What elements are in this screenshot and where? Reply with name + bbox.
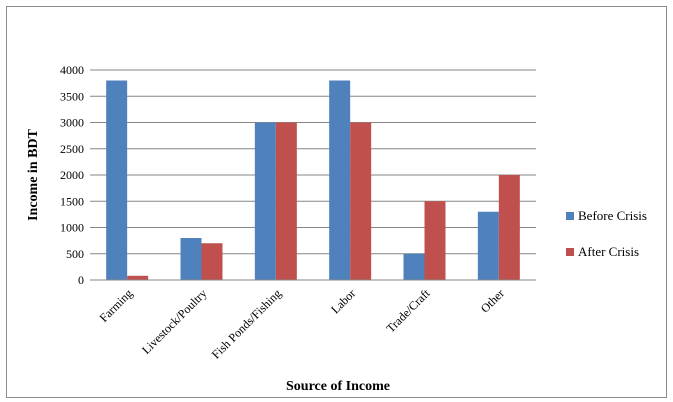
bar-before-crisis-fish-ponds-fishing	[254, 122, 276, 280]
legend: Before Crisis After Crisis	[566, 208, 647, 259]
y-tick-label: 2500	[60, 142, 84, 156]
y-tick-label: 500	[66, 247, 84, 261]
x-axis-title: Source of Income	[286, 379, 390, 394]
bar-after-crisis-other	[498, 175, 520, 280]
bars	[106, 80, 520, 280]
bar-after-crisis-labor	[350, 122, 372, 280]
bar-after-crisis-farming	[127, 275, 149, 280]
x-tick-label: Labor	[328, 286, 358, 316]
bar-before-crisis-labor	[329, 80, 351, 280]
gridlines	[90, 69, 536, 255]
y-tick-labels: 0 500 1000 1500 2000 2500 3000 3500 4000	[60, 63, 84, 287]
x-tick-label: Fish Ponds/Fishing	[209, 286, 284, 361]
x-tick-label: Farming	[97, 286, 136, 325]
bar-before-crisis-other	[477, 211, 499, 280]
y-tick-label: 4000	[60, 63, 84, 77]
y-tick-label: 3500	[60, 89, 84, 103]
bar-after-crisis-fish-ponds-fishing	[275, 122, 297, 280]
bar-before-crisis-trade-craft	[403, 253, 425, 280]
bar-after-crisis-trade-craft	[424, 201, 446, 280]
legend-label: After Crisis	[578, 244, 639, 259]
y-tick-label: 2000	[60, 168, 84, 182]
y-tick-label: 1000	[60, 221, 84, 235]
y-tick-label: 3000	[60, 116, 84, 130]
legend-swatch	[566, 212, 574, 220]
y-tick-label: 1500	[60, 194, 84, 208]
legend-swatch	[566, 248, 574, 256]
y-axis-title: Income in BDT	[26, 128, 41, 220]
legend-label: Before Crisis	[578, 208, 647, 223]
bar-before-crisis-farming	[106, 80, 128, 280]
x-tick-label: Livestock/Poultry	[139, 286, 210, 357]
bar-after-crisis-livestock-poultry	[201, 243, 223, 280]
x-tick-labels: Farming Livestock/Poultry Fish Ponds/Fishi…	[97, 286, 507, 362]
x-tick-label: Trade/Craft	[383, 286, 433, 336]
bar-before-crisis-livestock-poultry	[180, 238, 202, 280]
x-tick-label: Other	[478, 286, 507, 315]
y-tick-label: 0	[78, 273, 84, 287]
